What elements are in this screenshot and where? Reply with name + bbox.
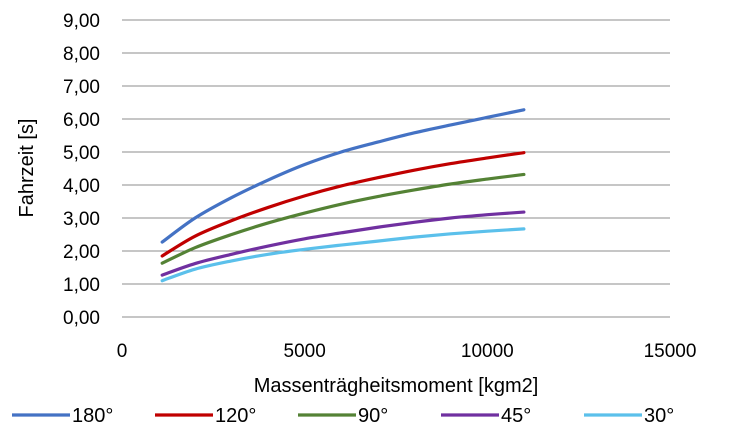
y-tick-label: 8,00: [63, 44, 100, 65]
y-tick-labels: 0,00 1,00 2,00 3,00 4,00 5,00 6,00 7,00 8,00 9,00: [63, 11, 100, 329]
grid-lines: [122, 19, 670, 318]
legend-label-1: 120°: [215, 405, 256, 427]
x-tick-labels: 0 5000 10000 15000: [117, 341, 697, 362]
x-tick-label: 15000: [644, 341, 697, 362]
series-line-0: [160, 108, 526, 244]
series-line-1: [160, 151, 526, 258]
legend-label-2: 90°: [358, 405, 388, 427]
x-tick-label: 5000: [284, 341, 326, 362]
y-axis-title: Fahrzeit [s]: [16, 119, 38, 218]
legend-label-4: 30°: [644, 405, 674, 427]
series-lines: [160, 108, 526, 283]
y-tick-label: 1,00: [63, 275, 100, 296]
y-tick-label: 6,00: [63, 110, 100, 131]
y-tick-label: 5,00: [63, 143, 100, 164]
y-tick-label: 3,00: [63, 209, 100, 230]
series-line-4: [160, 227, 526, 283]
x-tick-label: 10000: [461, 341, 514, 362]
legend-label-0: 180°: [72, 405, 113, 427]
legend-label-3: 45°: [501, 405, 531, 427]
y-tick-label: 9,00: [63, 11, 100, 32]
legend: 180° 120° 90° 45° 30°: [12, 405, 674, 427]
x-tick-label: 0: [117, 341, 128, 362]
y-tick-label: 4,00: [63, 176, 100, 197]
x-axis-title: Massenträgheitsmoment [kgm2]: [254, 375, 539, 397]
y-tick-label: 7,00: [63, 77, 100, 98]
series-line-3: [160, 210, 526, 277]
y-tick-label: 0,00: [63, 308, 100, 329]
y-tick-label: 2,00: [63, 242, 100, 263]
series-line-2: [160, 172, 526, 265]
